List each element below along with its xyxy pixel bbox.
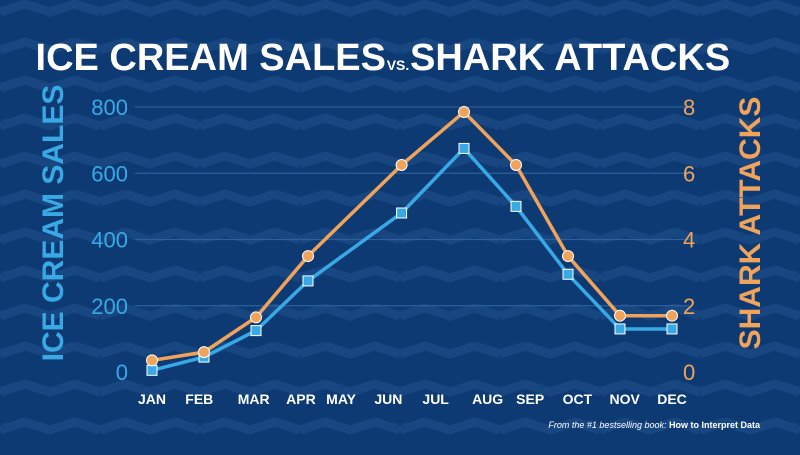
x-axis-ticks: JAN FEB MAR APR MAY JUN JUL AUG SEP OCT NOV DEC xyxy=(138,391,687,407)
title-left: ICE CREAM SALES xyxy=(36,37,386,79)
series-layer xyxy=(146,105,678,376)
y-axis-right-title: SHARK ATTACKS xyxy=(734,97,767,350)
footer-book: How to Interpret Data xyxy=(669,420,761,430)
title-vs: VS. xyxy=(387,57,410,73)
y-axis-right-ticks: 0 2 4 6 8 xyxy=(683,95,695,385)
y-tick-left-label: 400 xyxy=(91,228,128,253)
ice-cream-point xyxy=(458,142,470,154)
y-tick-left-label: 600 xyxy=(91,161,128,186)
shark-line xyxy=(151,110,672,363)
series-ice-cream xyxy=(146,142,678,376)
x-tick-label: MAR xyxy=(238,391,270,407)
shark-point xyxy=(146,354,158,367)
ice-cream-point xyxy=(146,364,158,376)
x-tick-label: NOV xyxy=(610,391,641,407)
shark-point xyxy=(395,158,408,171)
x-tick-label: APR xyxy=(286,391,316,407)
title-right: SHARK ATTACKS xyxy=(410,37,730,79)
shark-point xyxy=(666,309,678,322)
shark-point xyxy=(562,250,574,263)
shark-point xyxy=(458,105,470,118)
ice-cream-point xyxy=(510,200,522,212)
y-tick-left-label: 200 xyxy=(91,294,128,319)
y-tick-left-label: 800 xyxy=(91,95,128,120)
shark-point xyxy=(302,250,314,263)
shark-point xyxy=(510,158,522,171)
x-tick-label: OCT xyxy=(563,391,593,407)
y-tick-right-label: 2 xyxy=(683,294,695,319)
ice-cream-line xyxy=(151,146,672,373)
y-tick-left-label: 0 xyxy=(116,360,128,385)
ice-cream-point xyxy=(302,275,314,287)
ice-cream-point xyxy=(666,323,678,335)
ice-cream-point xyxy=(562,268,574,280)
ice-cream-point xyxy=(614,323,626,335)
y-tick-right-label: 8 xyxy=(683,95,695,120)
x-tick-label: DEC xyxy=(657,391,687,407)
x-tick-label: AUG xyxy=(472,391,503,407)
y-axis-left-ticks: 0 200 400 600 800 xyxy=(91,95,128,385)
x-tick-label: JUL xyxy=(422,391,449,407)
footer-credit: From the #1 bestselling book: How to Int… xyxy=(548,420,761,430)
y-tick-right-label: 0 xyxy=(683,360,695,385)
shark-point xyxy=(198,346,210,359)
y-tick-right-label: 4 xyxy=(683,228,695,253)
y-tick-right-label: 6 xyxy=(683,161,695,186)
shark-point xyxy=(250,311,262,324)
chart-title: ICE CREAM SALES VS. SHARK ATTACKS xyxy=(36,37,731,79)
y-axis-left-title: ICE CREAM SALES xyxy=(37,85,70,362)
shark-point xyxy=(614,309,626,322)
x-tick-label: FEB xyxy=(185,391,213,407)
x-tick-label: JAN xyxy=(138,391,166,407)
ice-cream-point xyxy=(396,207,408,219)
x-tick-label: SEP xyxy=(516,391,544,407)
footer-prefix: From the #1 bestselling book: xyxy=(548,420,669,430)
series-shark-attacks xyxy=(146,105,678,367)
x-tick-label: JUN xyxy=(374,391,402,407)
x-tick-label: MAY xyxy=(326,391,356,407)
ice-cream-point xyxy=(250,325,262,337)
